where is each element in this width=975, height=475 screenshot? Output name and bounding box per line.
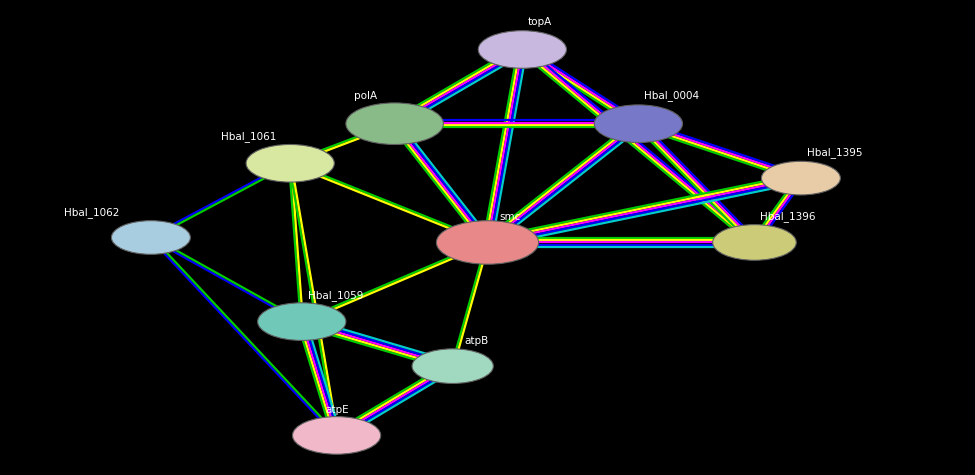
Circle shape [111, 221, 190, 254]
Text: smc: smc [499, 212, 521, 222]
Text: Hbal_0004: Hbal_0004 [644, 91, 699, 102]
Circle shape [246, 144, 334, 182]
Text: Hbal_1061: Hbal_1061 [220, 132, 276, 142]
Circle shape [257, 303, 346, 341]
Text: atpB: atpB [464, 336, 488, 346]
Text: atpE: atpE [325, 405, 349, 415]
Text: topA: topA [528, 17, 553, 27]
Circle shape [478, 31, 566, 68]
Circle shape [346, 103, 444, 144]
Text: Hbal_1395: Hbal_1395 [806, 147, 862, 158]
Text: Hbal_1059: Hbal_1059 [307, 290, 363, 301]
Circle shape [437, 221, 538, 264]
Circle shape [412, 349, 493, 383]
Circle shape [595, 105, 682, 142]
Circle shape [713, 225, 797, 260]
Text: polA: polA [354, 91, 377, 102]
Circle shape [761, 162, 840, 195]
Circle shape [292, 417, 380, 454]
Text: Hbal_1062: Hbal_1062 [63, 207, 119, 218]
Text: Hbal_1396: Hbal_1396 [760, 211, 816, 222]
